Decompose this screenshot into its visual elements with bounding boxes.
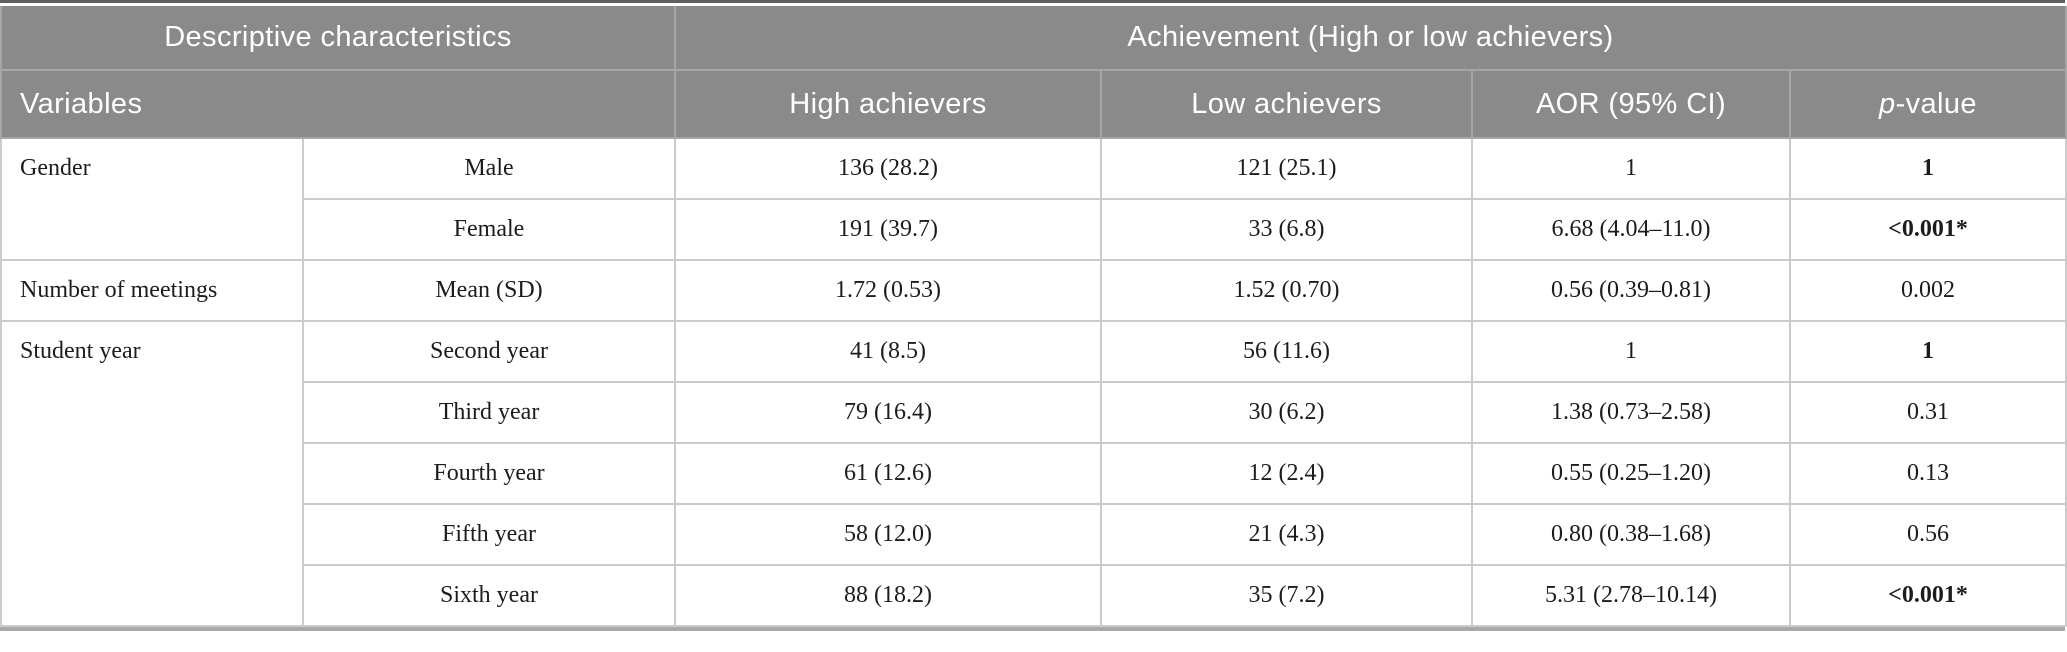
p-value-italic-p: p xyxy=(1879,87,1896,120)
cell-label: Fifth year xyxy=(302,503,676,566)
header-p-value: p-value xyxy=(1789,70,2067,139)
cell-high: 1.72 (0.53) xyxy=(674,259,1102,322)
p-value-suffix: -value xyxy=(1895,87,1977,120)
cell-p-value: <0.001* xyxy=(1789,564,2067,627)
cell-high: 41 (8.5) xyxy=(674,320,1102,383)
header-aor: AOR (95% CI) xyxy=(1471,70,1791,139)
table-row-second-year: Student year Second year 41 (8.5) 56 (11… xyxy=(0,320,2067,627)
table-bottom-rule xyxy=(0,627,2065,631)
table-row-meetings-mean: Number of meetings Mean (SD) 1.72 (0.53)… xyxy=(0,259,2067,322)
table-header: Descriptive characteristics Achievement … xyxy=(0,6,2067,139)
cell-label: Sixth year xyxy=(302,564,676,627)
group-cell-student-year: Student year xyxy=(0,320,304,627)
cell-aor: 5.31 (2.78–10.14) xyxy=(1471,564,1791,627)
cell-p-value: 0.13 xyxy=(1789,442,2067,505)
cell-p-value: <0.001* xyxy=(1789,198,2067,261)
header-low-achievers: Low achievers xyxy=(1100,70,1473,139)
cell-high: 136 (28.2) xyxy=(674,137,1102,200)
cell-low: 12 (2.4) xyxy=(1100,442,1473,505)
cell-aor: 1.38 (0.73–2.58) xyxy=(1471,381,1791,444)
table-row-gender-female: Female 191 (39.7) 33 (6.8) 6.68 (4.04–11… xyxy=(1,198,2067,261)
cell-label: Second year xyxy=(302,320,676,383)
cell-p-value: 1 xyxy=(1789,320,2067,383)
cell-high: 191 (39.7) xyxy=(674,198,1102,261)
cell-label: Fourth year xyxy=(302,442,676,505)
cell-low: 30 (6.2) xyxy=(1100,381,1473,444)
group-cell-gender: Gender xyxy=(0,137,304,261)
cell-low: 21 (4.3) xyxy=(1100,503,1473,566)
cell-low: 35 (7.2) xyxy=(1100,564,1473,627)
cell-aor: 0.56 (0.39–0.81) xyxy=(1471,259,1791,322)
cell-high: 88 (18.2) xyxy=(674,564,1102,627)
cell-aor: 0.55 (0.25–1.20) xyxy=(1471,442,1791,505)
cell-low: 1.52 (0.70) xyxy=(1100,259,1473,322)
header-row-groups: Descriptive characteristics Achievement … xyxy=(0,6,2067,71)
cell-low: 33 (6.8) xyxy=(1100,198,1473,261)
header-descriptive-characteristics: Descriptive characteristics xyxy=(0,6,676,71)
cell-high: 79 (16.4) xyxy=(674,381,1102,444)
cell-aor: 1 xyxy=(1471,320,1791,383)
cell-aor: 0.80 (0.38–1.68) xyxy=(1471,503,1791,566)
header-high-achievers: High achievers xyxy=(674,70,1102,139)
results-table: Descriptive characteristics Achievement … xyxy=(0,6,2067,627)
cell-aor: 1 xyxy=(1471,137,1791,200)
cell-high: 61 (12.6) xyxy=(674,442,1102,505)
table-row-gender-male: Gender Male 136 (28.2) 121 (25.1) 1 1 xyxy=(0,137,2067,261)
table-row-fourth-year: Fourth year 61 (12.6) 12 (2.4) 0.55 (0.2… xyxy=(1,442,2067,505)
rule-gap xyxy=(0,3,2065,6)
table-row-fifth-year: Fifth year 58 (12.0) 21 (4.3) 0.80 (0.38… xyxy=(1,503,2067,566)
table-row-sixth-year: Sixth year 88 (18.2) 35 (7.2) 5.31 (2.78… xyxy=(1,564,2067,627)
cell-p-value: 0.002 xyxy=(1789,259,2067,322)
cell-low: 121 (25.1) xyxy=(1100,137,1473,200)
cell-label: Third year xyxy=(302,381,676,444)
cell-p-value: 0.56 xyxy=(1789,503,2067,566)
header-variables: Variables xyxy=(0,70,676,139)
cell-aor: 6.68 (4.04–11.0) xyxy=(1471,198,1791,261)
table-top-rule xyxy=(0,0,2065,3)
cell-label: Male xyxy=(302,137,676,200)
header-achievement: Achievement (High or low achievers) xyxy=(674,6,2067,71)
table-body: Gender Male 136 (28.2) 121 (25.1) 1 1 Fe… xyxy=(0,137,2067,627)
header-row-columns: Variables High achievers Low achievers A… xyxy=(0,70,2067,139)
group-cell-number-of-meetings: Number of meetings xyxy=(0,259,304,322)
table-row-third-year: Third year 79 (16.4) 30 (6.2) 1.38 (0.73… xyxy=(1,381,2067,444)
cell-p-value: 1 xyxy=(1789,137,2067,200)
cell-label: Female xyxy=(302,198,676,261)
cell-p-value: 0.31 xyxy=(1789,381,2067,444)
cell-low: 56 (11.6) xyxy=(1100,320,1473,383)
cell-high: 58 (12.0) xyxy=(674,503,1102,566)
cell-label: Mean (SD) xyxy=(302,259,676,322)
